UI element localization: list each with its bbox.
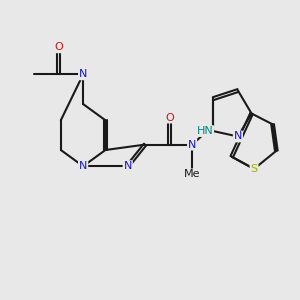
Text: O: O — [54, 42, 63, 52]
Text: HN: HN — [196, 126, 213, 136]
Text: O: O — [165, 112, 174, 123]
Text: N: N — [234, 131, 242, 142]
Text: N: N — [188, 140, 196, 150]
Text: N: N — [79, 69, 87, 79]
Text: Me: Me — [184, 169, 200, 179]
Text: S: S — [250, 164, 258, 174]
Text: N: N — [124, 161, 132, 171]
Text: N: N — [79, 161, 87, 171]
